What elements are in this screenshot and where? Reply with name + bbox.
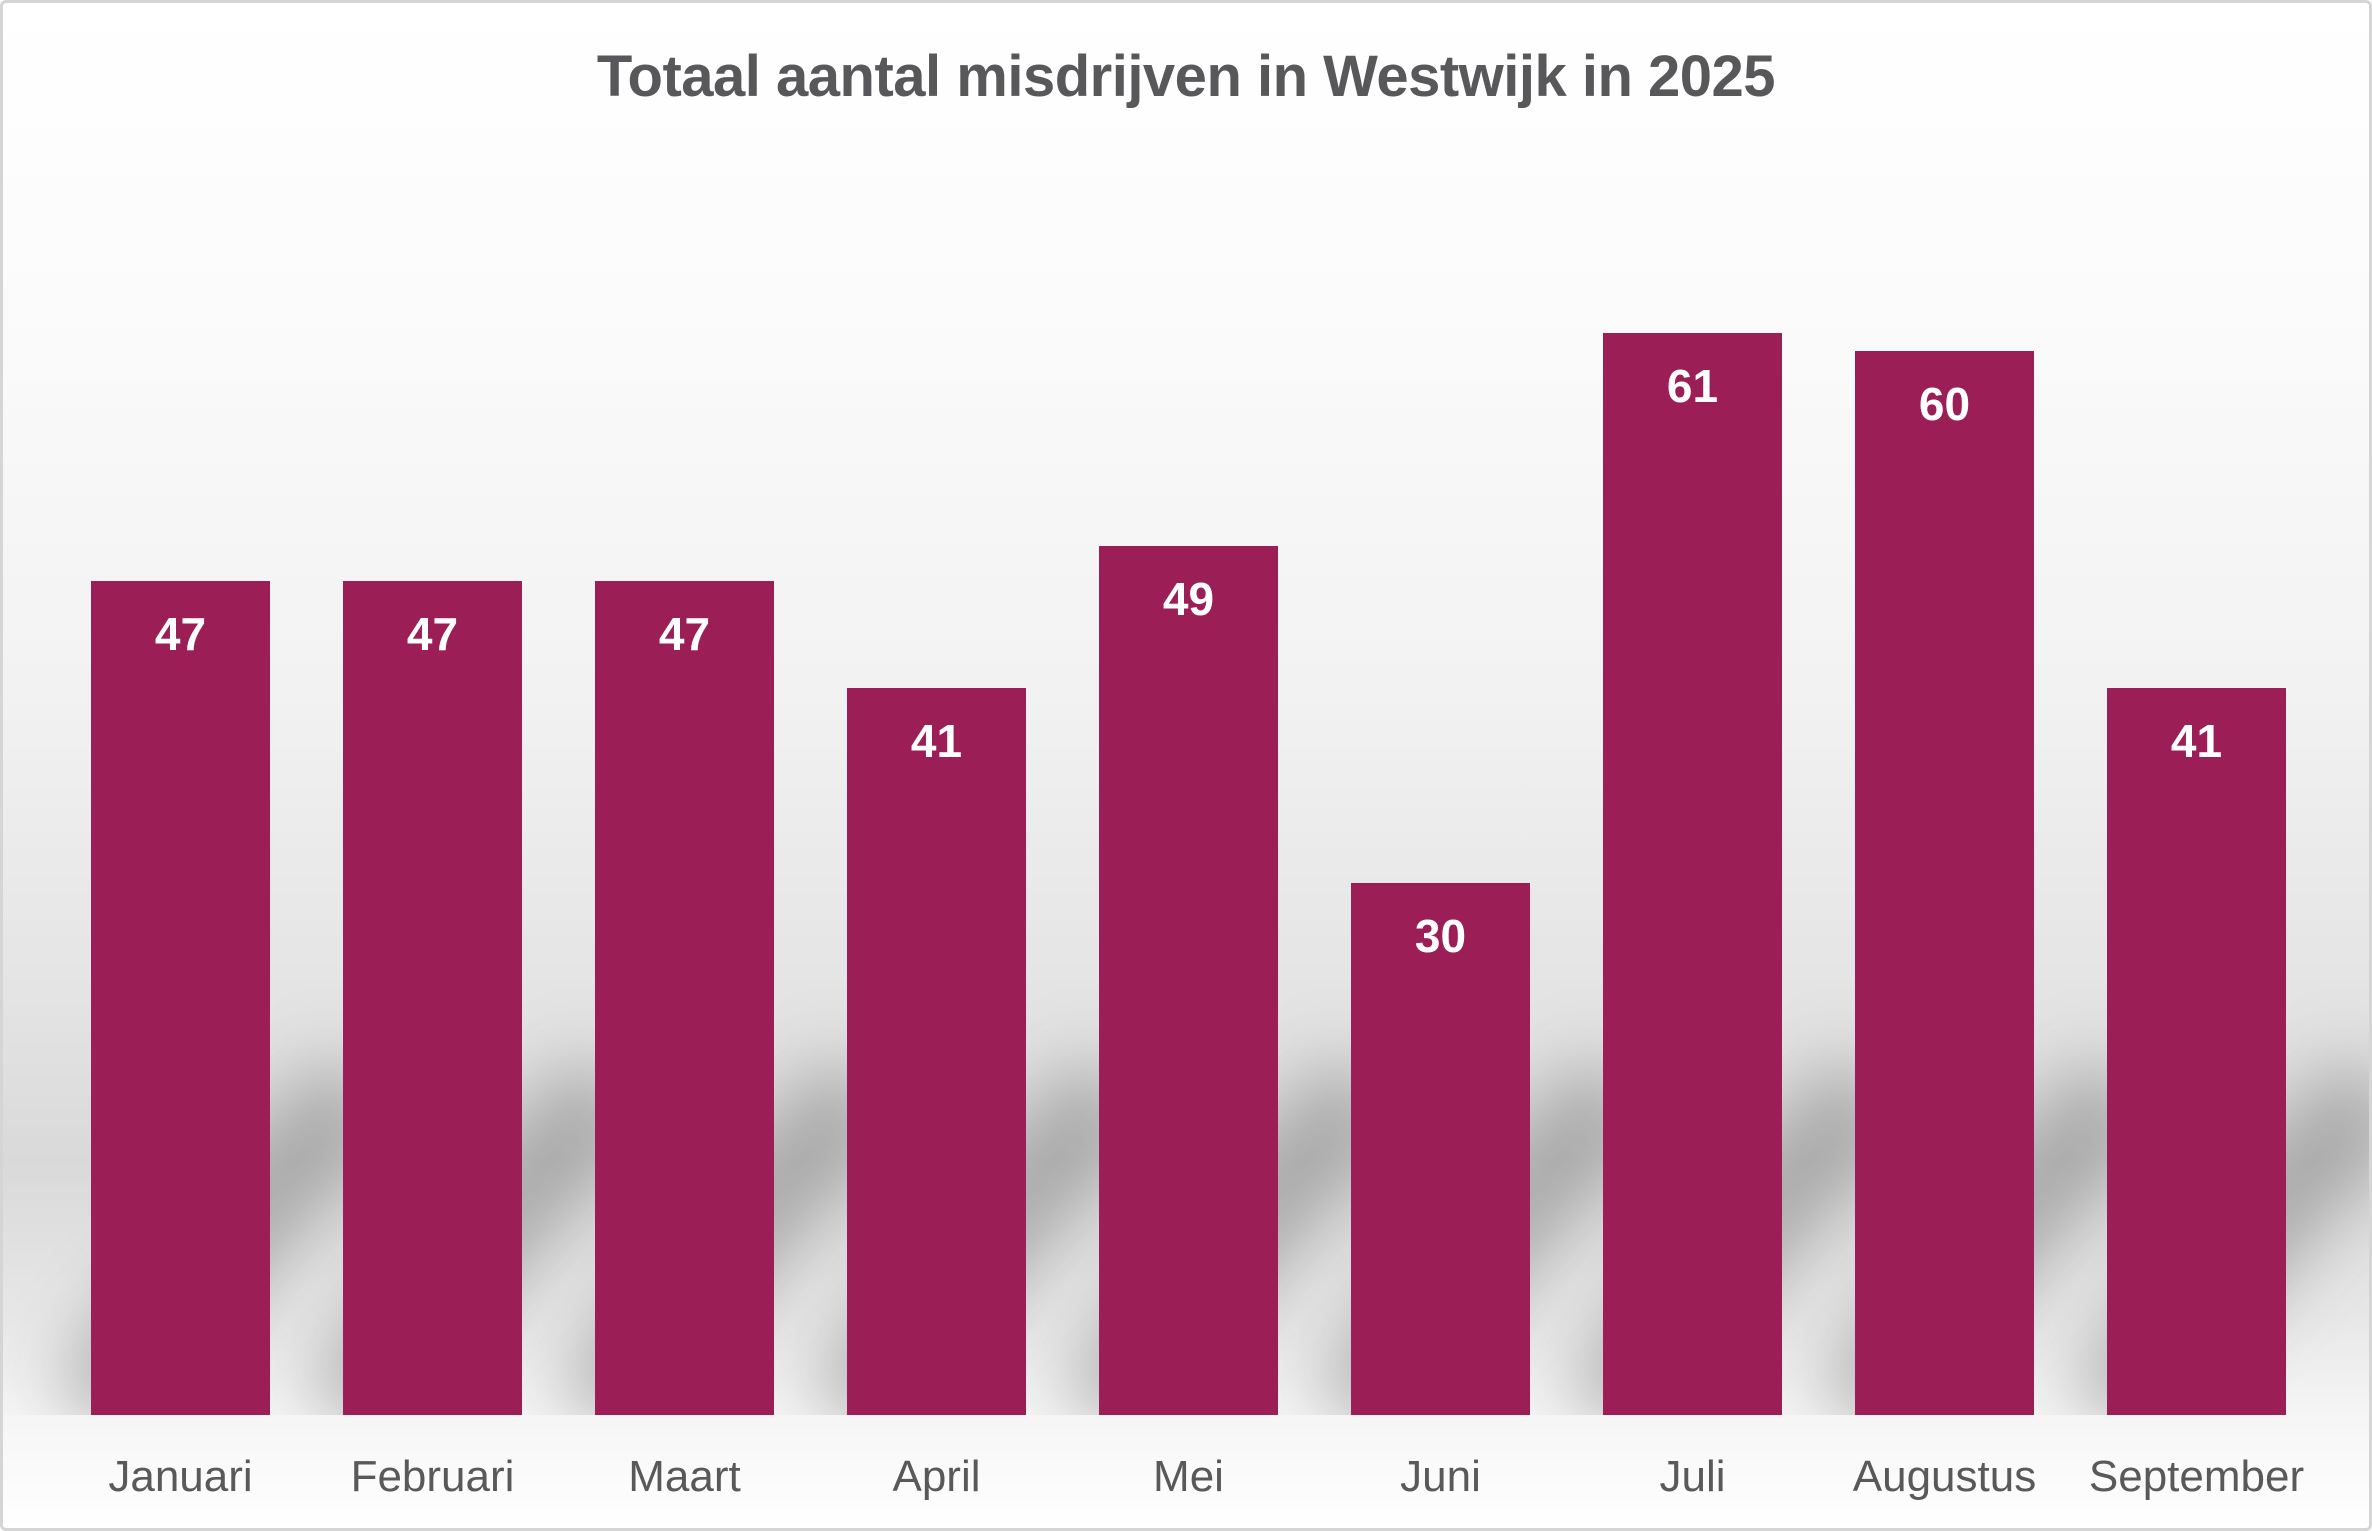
bar-value-label: 49 bbox=[1162, 573, 1215, 625]
bar: 47 bbox=[91, 581, 270, 1415]
bar: 41 bbox=[847, 688, 1026, 1415]
x-axis-label: Februari bbox=[350, 1452, 515, 1501]
bar: 30 bbox=[1351, 883, 1530, 1415]
bar: 47 bbox=[595, 581, 774, 1415]
x-axis-label: Mei bbox=[1153, 1452, 1224, 1501]
x-axis-label: Augustus bbox=[1852, 1452, 2037, 1501]
x-axis-label: April bbox=[892, 1452, 981, 1501]
plot-area: 47 47 47 41 49 30 61 60 41 bbox=[3, 3, 2369, 1415]
bar: 41 bbox=[2107, 688, 2286, 1415]
chart-title: Totaal aantal misdrijven in Westwijk in … bbox=[596, 44, 1776, 109]
bar-value-label: 47 bbox=[154, 608, 207, 660]
x-axis-labels: Januari Februari Maart April Mei Juni Juli Augu… bbox=[3, 1415, 2369, 1528]
bar-value-label: 30 bbox=[1414, 910, 1467, 962]
x-axis-label: Maart bbox=[628, 1452, 741, 1501]
bar-value-label: 41 bbox=[2170, 715, 2223, 767]
bar-value-label: 41 bbox=[910, 715, 963, 767]
bar-value-label: 47 bbox=[406, 608, 459, 660]
bar: 60 bbox=[1855, 351, 2034, 1415]
bar-value-label: 47 bbox=[658, 608, 711, 660]
bar: 47 bbox=[343, 581, 522, 1415]
x-axis-label: Juli bbox=[1659, 1452, 1726, 1501]
x-axis-label: Januari bbox=[108, 1452, 253, 1501]
bar-value-label: 61 bbox=[1666, 360, 1719, 412]
x-axis-label: Juni bbox=[1400, 1452, 1481, 1501]
x-axis-label: September bbox=[2088, 1452, 2305, 1501]
bar: 61 bbox=[1603, 333, 1782, 1415]
bar-value-label: 60 bbox=[1918, 378, 1971, 430]
bar: 49 bbox=[1099, 546, 1278, 1415]
